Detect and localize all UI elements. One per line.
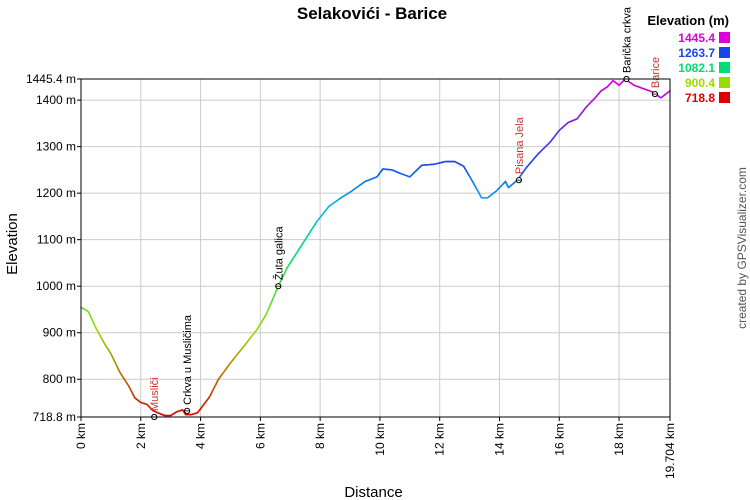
x-axis-ticks: 0 km 2 km 4 km 6 km 8 km 10 km 12 km 14 km 16 km… (74, 417, 677, 479)
legend-swatch (719, 77, 730, 88)
y-tick-label: 1000 m (36, 279, 76, 293)
x-tick-label: 8 km (313, 423, 327, 449)
legend-value: 718.8 (685, 91, 715, 105)
elevation-segment (267, 303, 272, 311)
x-tick-label: 0 km (74, 423, 88, 449)
waypoint-label: Barička crkva (622, 6, 634, 73)
waypoints: Musliči Crkva u Musličima Žuta galica Pisan… (149, 6, 662, 421)
x-tick-label: 10 km (373, 423, 387, 456)
y-tick-label: 1400 m (36, 93, 76, 107)
y-tick-label: 1300 m (36, 140, 76, 154)
x-tick-label: 2 km (134, 423, 148, 449)
waypoint-label: Žuta galica (272, 226, 285, 281)
x-axis-title: Distance (344, 484, 402, 500)
y-tick-label: 1200 m (36, 186, 76, 200)
x-tick-label: 14 km (492, 423, 506, 456)
waypoint-label: Crkva u Musličima (182, 314, 194, 405)
elevation-segment (269, 299, 274, 306)
x-tick-label: 19.704 km (663, 423, 677, 479)
x-tick-label: 18 km (612, 423, 626, 456)
waypoint-label: Musliči (149, 377, 161, 411)
legend-value: 1082.1 (678, 61, 715, 75)
legend-title: Elevation (m) (647, 13, 729, 28)
y-tick-label: 800 m (43, 372, 76, 386)
elevation-segment (273, 290, 278, 297)
legend-swatch (719, 32, 730, 43)
grid (80, 78, 671, 418)
legend-value: 900.4 (685, 76, 715, 90)
legend-swatch (719, 47, 730, 58)
y-tick-label: 1100 m (37, 233, 76, 247)
x-tick-label: 6 km (253, 423, 267, 449)
legend-value: 1445.4 (678, 31, 715, 45)
chart-title: Selakovići - Barice (297, 4, 447, 23)
plot-frame (80, 78, 671, 418)
y-axis-title: Elevation (4, 213, 21, 275)
y-tick-label: 718.8 m (33, 410, 76, 424)
legend: Elevation (m) 1445.41263.71082.1900.4718… (647, 13, 730, 105)
legend-swatch (719, 62, 730, 73)
legend-value: 1263.7 (678, 46, 715, 60)
elevation-line (80, 78, 671, 417)
y-tick-label: 900 m (43, 326, 76, 340)
y-tick-label: 1445.4 m (26, 72, 76, 86)
waypoint-label: Barice (650, 57, 662, 88)
elevation-segment (265, 308, 270, 315)
x-tick-label: 16 km (552, 423, 566, 456)
waypoint-label: Pisana Jela (514, 116, 526, 174)
legend-swatch (719, 92, 730, 103)
elevation-segment (271, 294, 276, 301)
y-axis-ticks: 718.8 m 800 m 900 m 1000 m 1100 m 1200 m 1300 … (26, 72, 81, 424)
x-tick-label: 12 km (433, 423, 447, 456)
x-tick-label: 4 km (194, 423, 208, 449)
credit-text: created by GPSVisualizer.com (735, 167, 749, 329)
